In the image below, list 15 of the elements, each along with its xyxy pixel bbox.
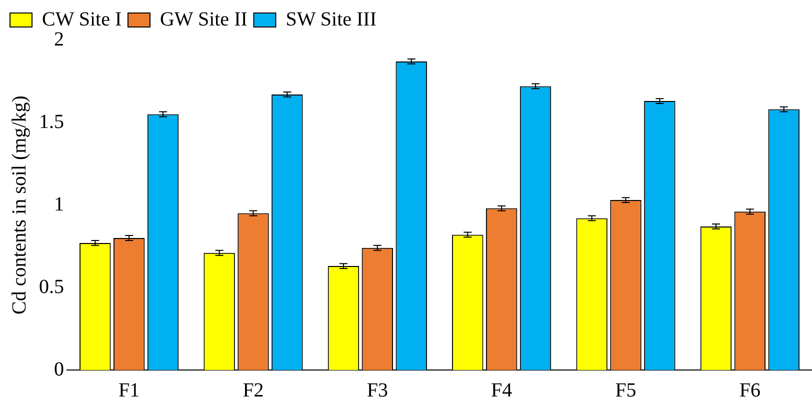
y-tick-label: 0.5 <box>39 276 64 298</box>
x-tick-label: F3 <box>366 379 388 402</box>
y-tick-label: 1 <box>54 193 64 216</box>
y-tick-label: 0 <box>54 358 64 380</box>
x-tick-label: F2 <box>242 379 264 402</box>
legend-label: GW Site II <box>160 8 248 30</box>
x-tick-label: F5 <box>615 379 636 402</box>
legend-label: SW Site III <box>286 8 376 30</box>
y-axis-title: Cd contents in soil (mg/kg) <box>8 96 30 314</box>
y-tick-label: 1.5 <box>39 110 64 133</box>
x-tick-label: F1 <box>118 379 140 402</box>
x-tick-label: F4 <box>491 379 512 402</box>
x-tick-label: F6 <box>739 379 760 402</box>
y-tick-label: 2 <box>54 28 64 50</box>
legend-label: CW Site I <box>42 8 122 30</box>
